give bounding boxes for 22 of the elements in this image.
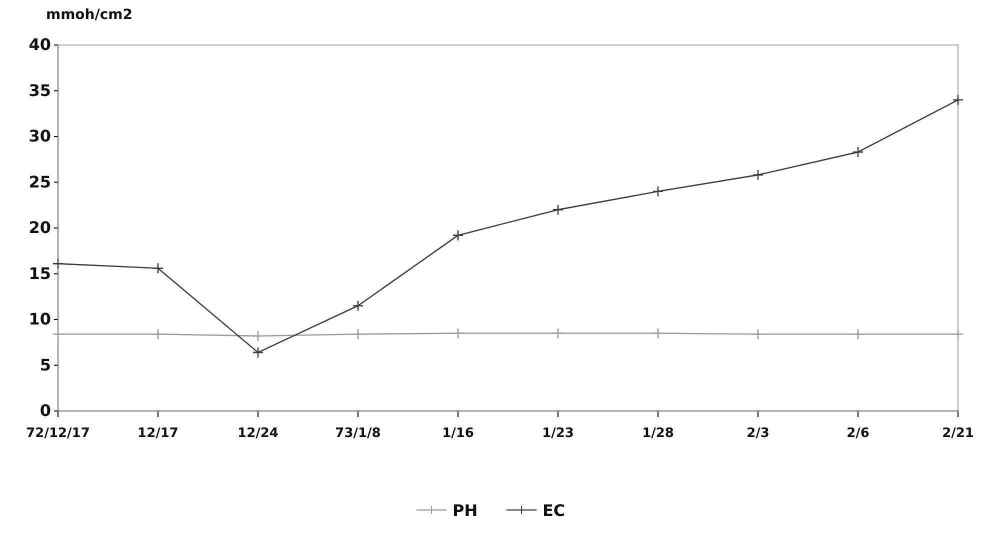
x-tick-label: 1/28 — [642, 426, 674, 441]
y-tick-label: 35 — [28, 80, 51, 100]
x-tick-label: 73/1/8 — [335, 426, 381, 441]
y-tick-label: 5 — [40, 355, 51, 374]
y-tick-label: 10 — [28, 310, 51, 329]
x-tick-label: 2/21 — [942, 426, 974, 441]
legend-label: EC — [542, 501, 566, 520]
x-tick-label: 12/24 — [238, 426, 278, 441]
y-tick-label: 20 — [28, 218, 51, 238]
x-tick-label: 1/23 — [542, 426, 574, 441]
y-tick-label: 40 — [28, 35, 51, 54]
y-axis-title: mmoh/cm2 — [46, 7, 133, 23]
y-tick-label: 25 — [28, 172, 51, 192]
x-tick-label: 2/6 — [846, 426, 870, 441]
y-tick-label: 15 — [28, 264, 51, 283]
x-tick-label: 1/16 — [442, 426, 474, 441]
x-tick-label: 2/3 — [746, 426, 770, 441]
y-tick-label: 0 — [40, 401, 51, 420]
legend-label: PH — [452, 501, 478, 520]
x-tick-label: 12/17 — [138, 426, 178, 441]
x-tick-label: 72/12/17 — [26, 426, 90, 441]
y-tick-label: 30 — [28, 126, 51, 146]
